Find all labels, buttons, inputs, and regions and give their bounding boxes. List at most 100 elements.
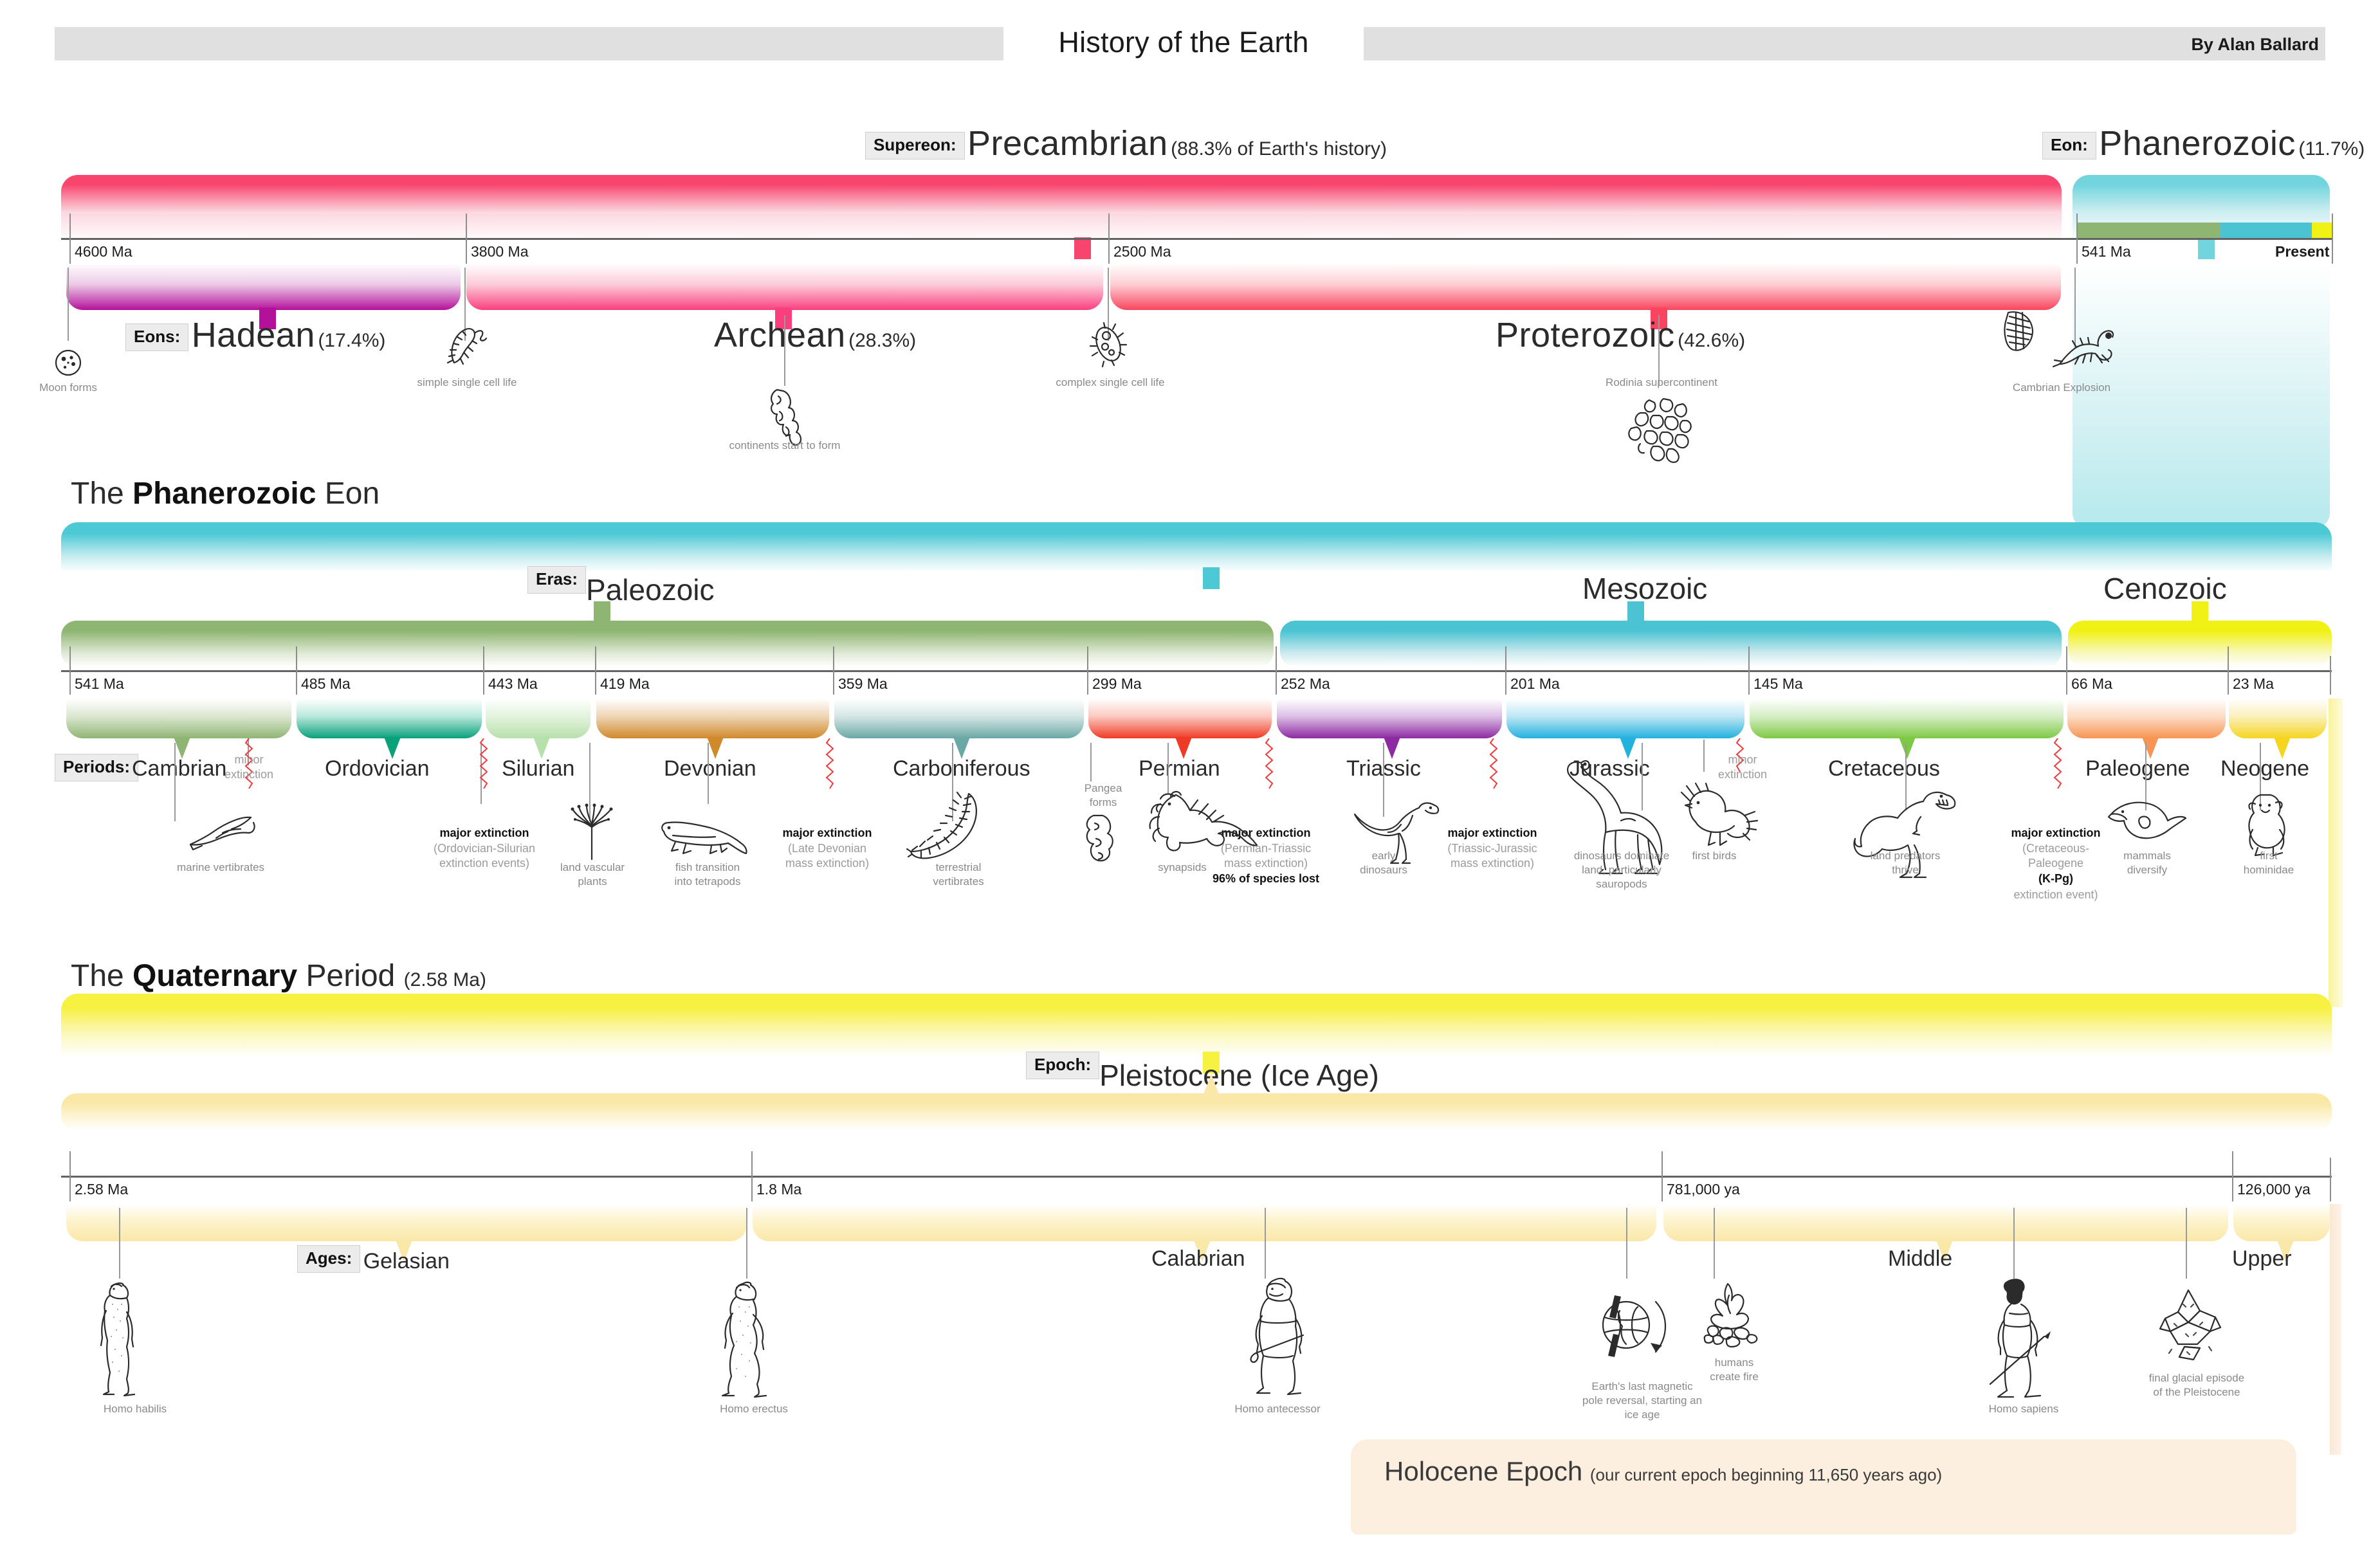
- leader-row1: [1658, 315, 1660, 386]
- event-caption-row2: marine vertibrates: [176, 861, 265, 873]
- event-caption-row1: Rodinia supercontinent: [1606, 376, 1717, 388]
- tick-label-row2: 252 Ma: [1281, 675, 1330, 692]
- event-caption-row2: fish transition into tetrapods: [674, 861, 741, 888]
- dimetrodon-icon: [1144, 790, 1259, 868]
- event-caption-row1: continents start to form: [729, 439, 841, 451]
- eras-label-group: Eras: Paleozoic: [527, 566, 715, 606]
- extinction-sub-2: (Ordovician-Silurian extinction events): [433, 842, 536, 870]
- homo-erectus-icon: [717, 1279, 775, 1398]
- extinction-marker-major: [825, 738, 834, 793]
- event-caption-row3: Homo sapiens: [1988, 1403, 2059, 1415]
- holocene-box: Holocene Epoch (our current epoch beginn…: [1351, 1439, 2296, 1535]
- eon-pct-proterozoic: (42.6%): [1678, 330, 1746, 351]
- supereon-pct: (88.3% of Earth's history): [1171, 138, 1387, 160]
- event-caption-row2: mammals diversify: [2123, 850, 2171, 876]
- tick-label-row3: 2.58 Ma: [75, 1181, 129, 1198]
- event-caption-row2: land predators thrive: [1870, 850, 1941, 876]
- leader-row2: [1383, 743, 1384, 817]
- header-band-left: [55, 27, 1003, 60]
- leader-row1: [784, 315, 785, 386]
- event-caption-row2: synapsids: [1158, 861, 1207, 873]
- continents-icon: [758, 386, 812, 455]
- brace-cenozoic: [2068, 601, 2332, 667]
- tick-label-row2: 541 Ma: [75, 675, 124, 692]
- leader-row1: [1108, 268, 1109, 341]
- brace-pleistocene: [61, 1074, 2332, 1131]
- brace-proterozoic: [1110, 264, 2061, 329]
- extinction-sub-5: (Triassic-Jurassic mass extinction): [1447, 842, 1537, 870]
- leader-row2: [1703, 740, 1705, 772]
- tick-label-row3: 126,000 ya: [2237, 1181, 2311, 1198]
- periods-label-group: Periods:: [55, 754, 139, 788]
- brace-gelasian: [66, 1204, 747, 1262]
- holocene-name: Holocene Epoch: [1384, 1456, 1583, 1486]
- event-caption-row1: Cambrian Explosion: [2012, 381, 2111, 394]
- eon-archean-group: Archean (28.3%): [714, 315, 916, 355]
- tick-label-row1: 541 Ma: [2082, 243, 2131, 260]
- eon-name-archean: Archean: [714, 316, 846, 354]
- extinction-title-3: major extinction: [782, 826, 872, 839]
- quaternary-sliver-row2: [2329, 698, 2343, 1007]
- tick-label-row2: 485 Ma: [301, 675, 351, 692]
- extinction-marker-minor: [1735, 738, 1744, 777]
- eon-label-group: Eon: Phanerozoic (11.7%): [2042, 123, 2365, 166]
- eons-chip: Eons:: [125, 324, 189, 352]
- heading-bold-q: Quaternary: [133, 959, 298, 993]
- extinction-marker-major: [1489, 738, 1498, 793]
- period-name-carboniferous: Carboniferous: [893, 756, 1030, 781]
- period-name-devonian: Devonian: [664, 756, 756, 781]
- homo-antecessor-icon: [1241, 1273, 1319, 1396]
- magnetic-reversal-icon: [1589, 1280, 1679, 1370]
- axis-row3: [61, 1176, 2332, 1178]
- glacier-icon: [2148, 1285, 2232, 1362]
- leader-row2: [1167, 743, 1169, 794]
- fish-icon: [187, 814, 259, 852]
- sauropod-icon: [1544, 754, 1679, 876]
- eon-proterozoic-group: Proterozoic (42.6%): [1496, 315, 1745, 355]
- campfire-icon: [1692, 1280, 1769, 1357]
- age-name-middle: Middle: [1888, 1246, 1953, 1271]
- anomalocaris-icon: [2051, 327, 2121, 372]
- brace-calabrian: [753, 1204, 1656, 1262]
- brace-silurian: [486, 698, 590, 759]
- tick-row3: [2232, 1151, 2233, 1201]
- event-caption-row2: land vascular plants: [560, 861, 625, 888]
- homo-habilis-icon: [93, 1279, 145, 1397]
- extinction-marker-major: [479, 738, 488, 793]
- leader-row2: [2260, 743, 2261, 810]
- ages-label-group: Ages: Gelasian: [297, 1245, 450, 1279]
- brace-paleogene: [2067, 698, 2226, 759]
- tick-label-row2: 145 Ma: [1753, 675, 1803, 692]
- event-caption-row2: Pangea forms: [1084, 782, 1122, 808]
- tick-label-row1: 4600 Ma: [75, 243, 133, 260]
- brace-permian: [1088, 698, 1272, 759]
- tick-row1: [2332, 214, 2333, 264]
- tick-label-row3: 781,000 ya: [1667, 1181, 1740, 1198]
- event-caption-row2: first birds: [1692, 850, 1737, 862]
- trilobite-anomalocaris-icon: [2000, 307, 2039, 359]
- ages-chip: Ages:: [297, 1245, 361, 1273]
- leader-row3: [1626, 1208, 1627, 1279]
- extinction-title-7: major extinction: [2011, 826, 2101, 839]
- tick-label-row1: 3800 Ma: [471, 243, 529, 260]
- leader-row1: [464, 268, 466, 341]
- brace-quaternary: [61, 994, 2332, 1073]
- extinction-extra-7: (K-Pg): [2038, 872, 2073, 885]
- tetrapod-icon: [656, 814, 753, 859]
- tick-row1: [2076, 214, 2078, 264]
- period-name-silurian: Silurian: [502, 756, 575, 781]
- bacterium-icon: [444, 320, 490, 372]
- tick-label-row2: 419 Ma: [600, 675, 650, 692]
- whale-icon: [2103, 795, 2187, 859]
- leader-row3: [2013, 1208, 2015, 1279]
- extinction-text-minor-6: minor extinction: [1717, 753, 1768, 781]
- page-title: History of the Earth: [1058, 26, 1309, 59]
- period-name-paleogene: Paleogene: [2085, 756, 2190, 781]
- extinction-marker-major: [1265, 738, 1274, 793]
- period-name-cretaceous: Cretaceous: [1828, 756, 1940, 781]
- event-caption-row3: Homo habilis: [103, 1403, 167, 1415]
- event-caption-row3: Homo antecessor: [1234, 1403, 1321, 1415]
- event-caption-row1: Moon forms: [39, 381, 97, 394]
- tick-row2: [1087, 646, 1088, 695]
- brace-hadean: [66, 264, 461, 329]
